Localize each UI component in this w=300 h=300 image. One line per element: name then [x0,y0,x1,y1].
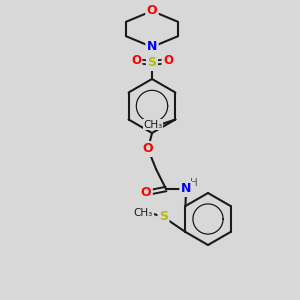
Text: O: O [163,55,173,68]
Text: O: O [131,55,141,68]
Text: CH₃: CH₃ [134,208,153,218]
Text: N: N [181,182,191,196]
Text: O: O [141,187,151,200]
Text: H: H [190,178,198,188]
Text: CH₃: CH₃ [144,119,163,130]
Text: S: S [159,211,168,224]
Text: N: N [147,40,157,53]
Text: S: S [148,56,157,70]
Text: O: O [147,4,157,17]
Text: O: O [143,142,153,155]
